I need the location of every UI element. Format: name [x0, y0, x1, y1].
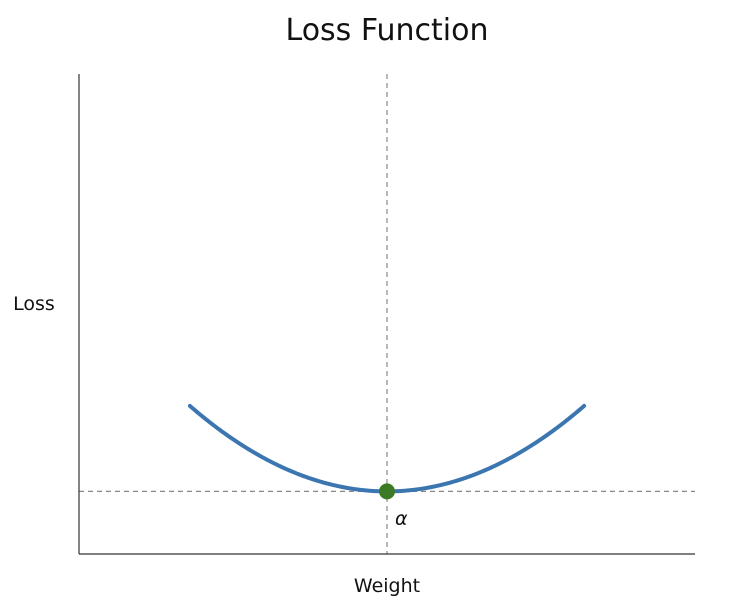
minimum-point-marker: [379, 483, 395, 500]
minimum-annotation-alpha: α: [395, 507, 408, 529]
plot-area: α: [78, 74, 695, 555]
chart-title: Loss Function: [286, 13, 489, 48]
x-axis-label: Weight: [354, 575, 420, 597]
y-axis-label: Loss: [13, 293, 55, 315]
